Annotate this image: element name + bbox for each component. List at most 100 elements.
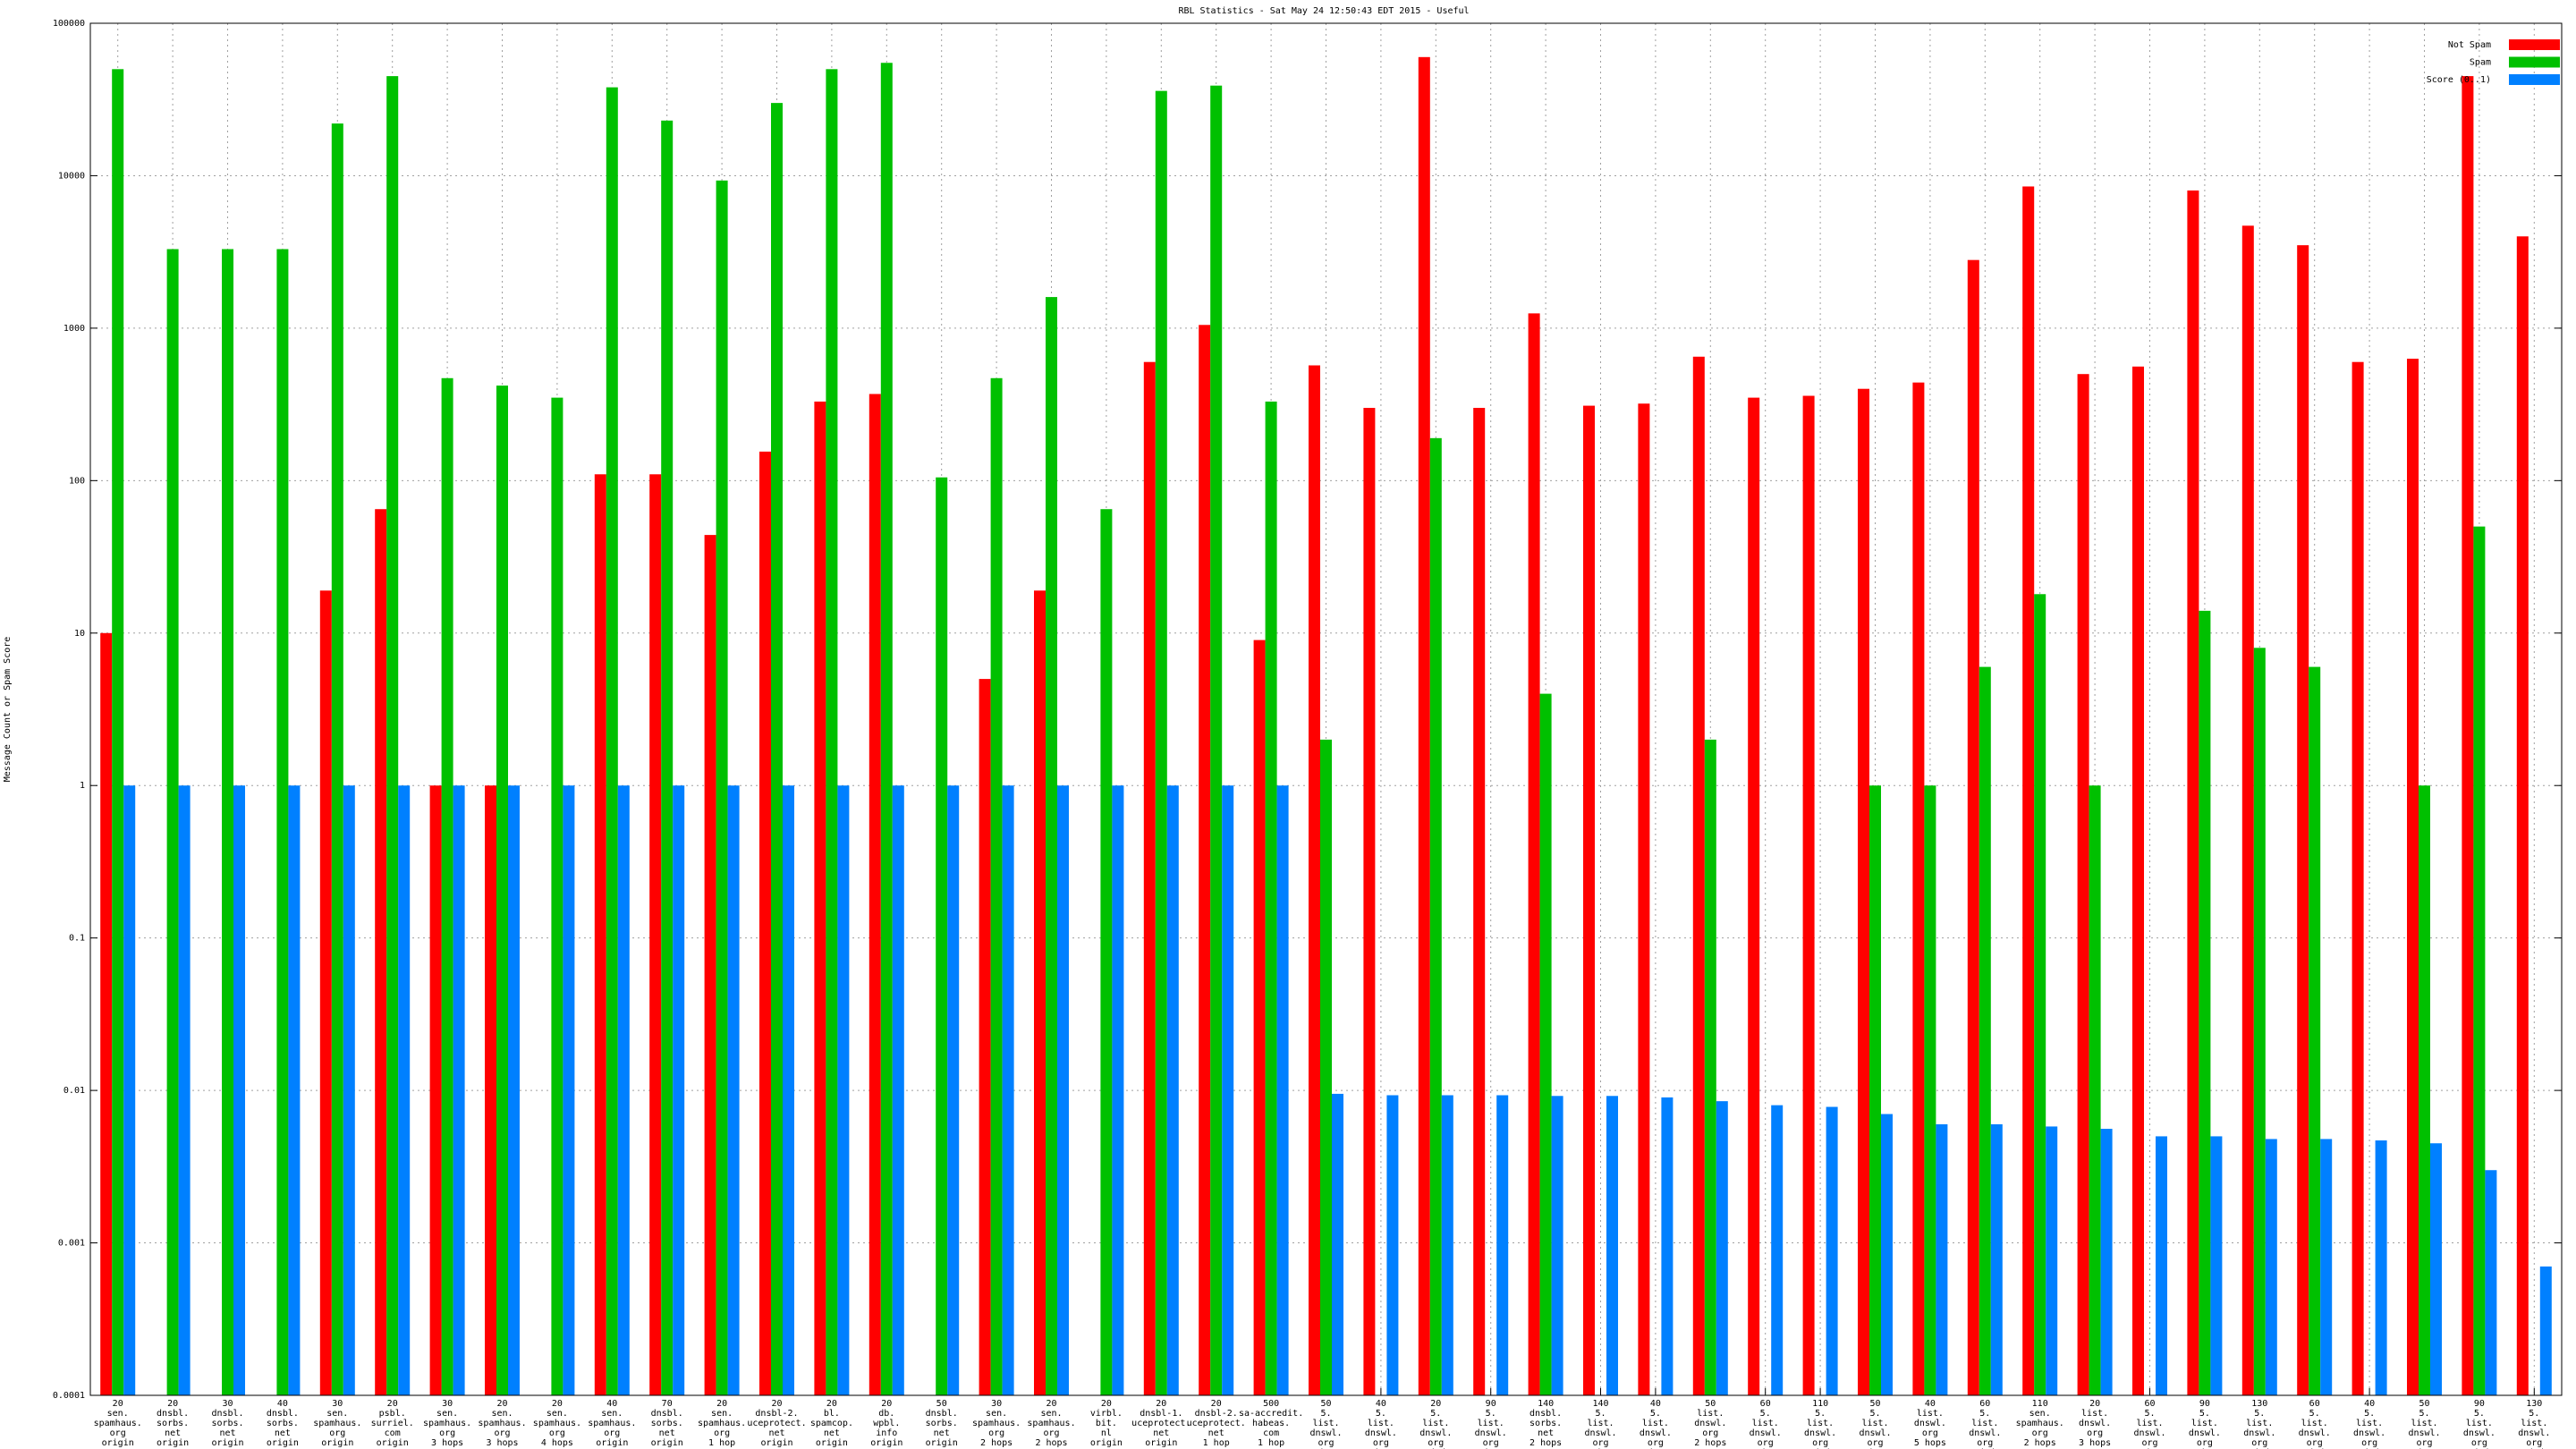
x-tick-label-line: 50: [1869, 1399, 1880, 1409]
y-tick-label: 0.0001: [53, 1391, 85, 1401]
bar: [814, 401, 826, 1395]
bar: [551, 397, 564, 1395]
x-tick-label-line: org: [1592, 1438, 1608, 1448]
x-tick-label-line: 20: [716, 1399, 727, 1409]
x-tick-label-line: org: [1648, 1438, 1664, 1448]
bar: [276, 249, 289, 1395]
x-tick-label-line: db.: [878, 1409, 894, 1419]
x-tick-label-line: list.: [1642, 1419, 1669, 1428]
x-tick-label-line: 5.: [1486, 1409, 1496, 1419]
bar: [2516, 236, 2529, 1395]
bar: [771, 103, 783, 1395]
x-tick-label-line: 50: [1705, 1399, 1716, 1409]
x-tick-label-line: 4 hops: [541, 1438, 573, 1448]
bar: [1661, 1097, 1674, 1395]
x-tick-label-line: 5 hops: [1914, 1438, 1946, 1448]
bar: [2430, 1143, 2442, 1395]
x-tick-label-line: 5.: [2144, 1409, 2155, 1419]
x-tick-label-line: spamhaus.: [423, 1419, 471, 1428]
bar: [398, 785, 411, 1395]
bar: [2241, 225, 2254, 1396]
bar: [1332, 1093, 1343, 1395]
x-tick-label: 40 sen. spamhaus. org origin: [588, 1399, 636, 1448]
x-tick-label: 20 psbl. surriel. com origin: [371, 1399, 414, 1448]
bar: [2265, 1139, 2277, 1395]
bar: [2156, 1136, 2167, 1395]
bar: [704, 535, 716, 1395]
x-tick-label-line: list.: [2136, 1419, 2163, 1428]
x-tick-label-line: 5.: [1760, 1409, 1771, 1419]
x-tick-label-line: spamhaus.: [2016, 1419, 2064, 1428]
bar: [485, 785, 496, 1395]
bar: [2199, 610, 2211, 1395]
x-tick-label-line: sen.: [491, 1409, 513, 1419]
bar: [1386, 1095, 1399, 1395]
x-tick-label-line: dnswl.: [2189, 1428, 2221, 1438]
x-tick-label: 20 dnsbl-1. uceprotect. net origin: [1131, 1399, 1191, 1448]
x-tick-label-line: sorbs.: [267, 1419, 299, 1428]
bar: [716, 180, 728, 1395]
x-tick-label-line: origin: [651, 1438, 683, 1448]
x-tick-label-line: 5.: [2254, 1409, 2265, 1419]
x-tick-label-line: 40: [1650, 1399, 1661, 1409]
x-tick-label-line: origin: [926, 1438, 958, 1448]
x-tick-label-line: list.: [1697, 1409, 1724, 1419]
bar: [1606, 1096, 1618, 1395]
x-tick-label-line: org: [2471, 1438, 2487, 1448]
x-tick-label-line: list.: [2246, 1419, 2273, 1428]
bar: [1034, 590, 1046, 1395]
bar: [1704, 739, 1716, 1395]
bar: [1320, 739, 1332, 1395]
x-tick-label-line: 20: [771, 1399, 782, 1409]
x-tick-label: 20 dnsbl-2. uceprotect. net origin: [747, 1399, 806, 1448]
x-tick-label-line: dnswl.: [1914, 1419, 1946, 1428]
x-tick-label-line: dnswl.: [1750, 1428, 1782, 1438]
x-tick-label-line: 5.: [1815, 1409, 1826, 1419]
x-tick-label-line: spamhaus.: [533, 1419, 581, 1428]
x-tick-label-line: 3 hops: [431, 1438, 463, 1448]
bar: [123, 785, 136, 1395]
bar: [1100, 509, 1113, 1395]
x-tick-label-line: org: [1318, 1438, 1334, 1448]
x-tick-label-line: org: [2032, 1428, 2048, 1438]
x-tick-label-line: 130: [2526, 1399, 2542, 1409]
bar: [1924, 785, 1936, 1395]
bar: [2473, 526, 2486, 1395]
x-tick-label-line: 500: [1263, 1399, 1279, 1409]
bar: [1112, 785, 1124, 1395]
x-tick-label-line: 40: [2364, 1399, 2375, 1409]
bar: [2320, 1139, 2333, 1395]
x-tick-label-line: 20: [167, 1399, 178, 1409]
x-tick-label-line: dnswl.: [1694, 1419, 1726, 1428]
bar: [837, 785, 850, 1395]
x-tick-label-line: bl.: [824, 1409, 840, 1419]
x-tick-label-line: 20: [552, 1399, 563, 1409]
x-tick-label-line: list.: [2356, 1419, 2383, 1428]
x-tick-label-line: 30: [442, 1399, 453, 1409]
x-tick-label-line: net: [768, 1428, 784, 1438]
x-tick-label: 20 dnsbl. sorbs. net origin: [157, 1399, 189, 1448]
bar: [2462, 76, 2474, 1395]
bar: [563, 785, 575, 1395]
x-tick-label-line: org: [714, 1428, 730, 1438]
x-tick-label-line: org: [1977, 1438, 1993, 1448]
x-tick-label-line: 20: [1430, 1399, 1441, 1409]
x-tick-label-line: net: [1208, 1428, 1224, 1438]
x-tick-label-line: 30: [222, 1399, 233, 1409]
bar: [1716, 1101, 1728, 1395]
x-tick-label-line: org: [2307, 1438, 2323, 1448]
x-tick-label: 500 sa-accredit. habeas. com 1 hop: [1239, 1399, 1303, 1448]
bar: [606, 87, 618, 1396]
bar: [1912, 382, 1925, 1395]
legend-label: Spam: [2470, 58, 2491, 68]
bar: [441, 377, 453, 1396]
x-tick-label-line: 90: [2199, 1399, 2210, 1409]
x-tick-label-line: spamhaus.: [94, 1419, 142, 1428]
bar: [1967, 259, 1979, 1395]
x-tick-label-line: spamhaus.: [1027, 1419, 1075, 1428]
bar: [1528, 313, 1540, 1396]
x-tick-label-line: 30: [332, 1399, 343, 1409]
x-tick-label-line: 5.: [1650, 1409, 1661, 1419]
chart-title: RBL Statistics - Sat May 24 12:50:43 EDT…: [1178, 6, 1469, 16]
x-tick-label-line: 3 hops: [2079, 1438, 2111, 1448]
